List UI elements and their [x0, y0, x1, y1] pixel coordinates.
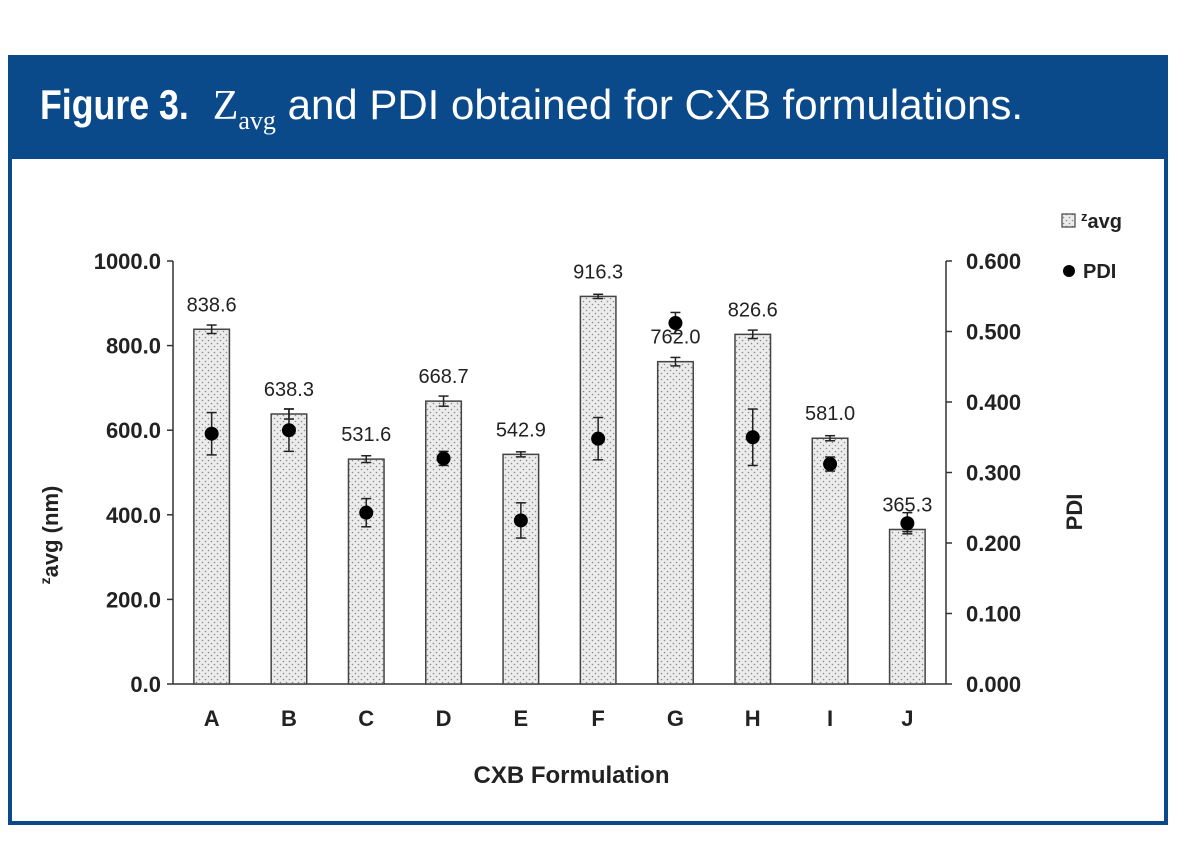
bar-zavg [347, 458, 385, 685]
x-tick-label: J [901, 706, 913, 731]
bar-value-label: 542.9 [496, 419, 546, 441]
bar-zavg [811, 437, 849, 685]
bar-value-label: 638.3 [264, 379, 314, 401]
pdi-point [204, 426, 219, 441]
x-tick-label: D [436, 706, 452, 731]
x-tick-label: G [667, 706, 684, 731]
bar-zavg [425, 400, 463, 685]
y2-tick-label: 0.400 [966, 390, 1021, 415]
bar-zavg [270, 413, 308, 685]
bar-zavg [656, 360, 694, 685]
legend-swatch-zavg [1061, 213, 1076, 228]
y-tick-label: 600.0 [106, 418, 161, 443]
bar-value-label: 838.6 [187, 294, 237, 316]
bar-zavg [193, 328, 231, 685]
bar-value-label: 531.6 [341, 424, 391, 446]
figure-caption: and PDI obtained for CXB formulations. [287, 81, 1023, 128]
x-tick-label: F [591, 706, 604, 731]
figure-label: Figure 3. [40, 81, 189, 128]
y2-tick-label: 0.300 [966, 461, 1021, 486]
x-tick-label: E [514, 706, 529, 731]
x-tick-label: I [827, 706, 833, 731]
legend-label-zavg: zavg [1081, 209, 1122, 233]
bar-value-label: 916.3 [573, 261, 623, 283]
pdi-point [513, 513, 528, 528]
y-tick-label: 400.0 [106, 503, 161, 528]
y2-tick-label: 0.000 [966, 672, 1021, 697]
legend-label-zavg-sup: z [1081, 209, 1088, 224]
x-axis-title: CXB Formulation [474, 762, 670, 789]
x-tick-label: B [281, 706, 297, 731]
bar-zavg [734, 333, 772, 685]
pdi-point [359, 505, 374, 520]
y-tick-label: 1000.0 [94, 249, 161, 274]
x-tick-label: H [745, 706, 761, 731]
bar-zavg [888, 528, 926, 685]
y2-tick-label: 0.500 [966, 320, 1021, 345]
x-tick-label: C [358, 706, 374, 731]
pdi-point [900, 516, 915, 531]
y-axis-title: zavg (nm) [37, 486, 63, 585]
bar-zavg [502, 453, 540, 685]
pdi-point [823, 457, 838, 472]
y-tick-label: 800.0 [106, 334, 161, 359]
pdi-point [281, 423, 296, 438]
bar-value-label: 365.3 [882, 494, 932, 516]
y2-tick-label: 0.600 [966, 249, 1021, 274]
figure-z-subscript: avg [238, 106, 276, 135]
y-tick-label: 200.0 [106, 587, 161, 612]
legend-label-zavg-main: avg [1088, 211, 1122, 233]
y2-tick-label: 0.100 [966, 602, 1021, 627]
bar-zavg [579, 295, 617, 685]
pdi-point [591, 431, 606, 446]
bar-value-label: 762.0 [650, 327, 700, 349]
bar-value-label: 668.7 [419, 366, 469, 388]
pdi-point [436, 451, 451, 466]
bar-value-label: 826.6 [728, 299, 778, 321]
x-tick-label: A [204, 706, 220, 731]
pdi-point [745, 430, 760, 445]
pdi-point [668, 316, 683, 331]
bar-value-label: 581.0 [805, 403, 855, 425]
y2-axis-title: PDI [1062, 494, 1087, 531]
figure-title: Figure 3. Zavg and PDI obtained for CXB … [40, 81, 1023, 136]
legend-label-pdi: PDI [1083, 261, 1116, 283]
y-axis-title-main: avg (nm) [38, 486, 63, 578]
figure-z-letter: Z [212, 83, 239, 129]
figure-header: Figure 3. Zavg and PDI obtained for CXB … [12, 59, 1164, 159]
legend-marker-pdi [1063, 265, 1075, 277]
y-tick-label: 0.0 [130, 672, 161, 697]
y-axis-title-sup: z [37, 577, 53, 584]
y2-tick-label: 0.200 [966, 531, 1021, 556]
